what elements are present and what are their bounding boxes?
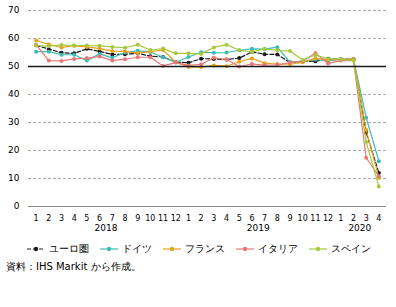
svg-text:2: 2 [350,214,356,224]
svg-text:10: 10 [8,173,20,183]
svg-text:9: 9 [135,214,140,223]
svg-text:4: 4 [376,214,381,223]
svg-text:20: 20 [8,145,20,155]
html-text:ユーロ圏: ユーロ圏 [48,243,89,254]
svg-text:3: 3 [59,214,64,223]
svg-text:30: 30 [8,117,20,127]
svg-text:10: 10 [298,214,308,223]
svg-text:9: 9 [287,214,292,223]
svg-text:3: 3 [363,214,369,224]
svg-text:40: 40 [8,89,20,99]
svg-text:7: 7 [109,214,115,224]
svg-text:4: 4 [72,214,77,223]
svg-text:12: 12 [171,214,181,223]
svg-text:11: 11 [310,214,320,223]
html-text:フランス: フランス [184,243,225,254]
svg-text:0: 0 [14,201,20,211]
svg-text:11: 11 [158,214,168,223]
html-text:ドイツ: ドイツ [121,243,152,254]
svg-text:2019: 2019 [247,223,270,233]
svg-text:2: 2 [199,214,204,223]
svg-text:7: 7 [262,214,268,224]
svg-text:10: 10 [145,214,155,223]
svg-text:3: 3 [211,214,216,223]
svg-text:2: 2 [46,214,51,223]
svg-text:5: 5 [237,214,242,223]
html-text:スペイン: スペイン [330,243,371,254]
svg-text:6: 6 [97,214,103,224]
svg-text:2020: 2020 [348,223,371,233]
svg-text:8: 8 [122,214,127,223]
html-text:イタリア: イタリア [257,243,298,254]
svg-text:1: 1 [186,214,191,223]
svg-text:70: 70 [8,5,20,15]
svg-text:6: 6 [249,214,255,224]
svg-text:5: 5 [84,214,89,223]
svg-text:2018: 2018 [94,223,117,233]
html-text:資料：IHS Markit から作成。: 資料：IHS Markit から作成。 [6,261,141,272]
svg-text:50: 50 [8,61,20,71]
svg-text:12: 12 [323,214,333,223]
svg-text:8: 8 [275,214,280,223]
svg-text:4: 4 [224,214,229,223]
svg-text:60: 60 [8,33,20,43]
svg-text:1: 1 [338,214,343,223]
svg-text:1: 1 [34,214,39,223]
